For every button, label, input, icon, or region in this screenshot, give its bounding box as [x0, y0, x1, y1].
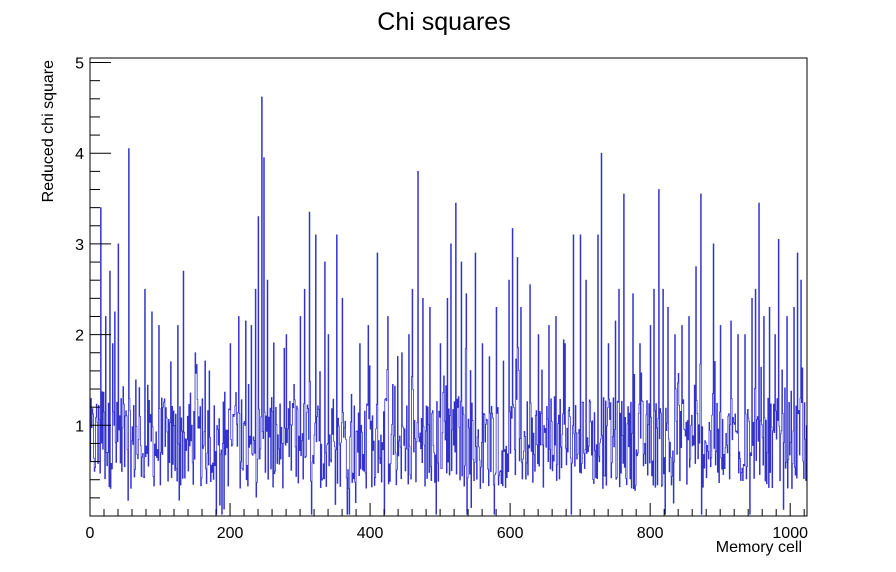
y-tick-label: 1 [75, 418, 84, 435]
x-tick-label: 600 [497, 525, 524, 542]
plot-frame [89, 57, 808, 517]
y-tick-label: 3 [75, 237, 84, 254]
x-tick-label: 0 [86, 525, 95, 542]
x-tick-label: 1000 [772, 525, 808, 542]
x-axis-label: Memory cell [716, 539, 802, 556]
y-axis-label: Reduced chi square [40, 60, 57, 202]
chart-title: Chi squares [377, 8, 510, 36]
x-tick-label: 200 [217, 525, 244, 542]
y-tick-label: 4 [75, 146, 84, 163]
x-tick-label: 800 [637, 525, 664, 542]
y-tick-label: 2 [75, 328, 84, 345]
y-tick-label: 5 [75, 56, 84, 73]
x-tick-label: 400 [357, 525, 384, 542]
series-line [90, 96, 807, 515]
